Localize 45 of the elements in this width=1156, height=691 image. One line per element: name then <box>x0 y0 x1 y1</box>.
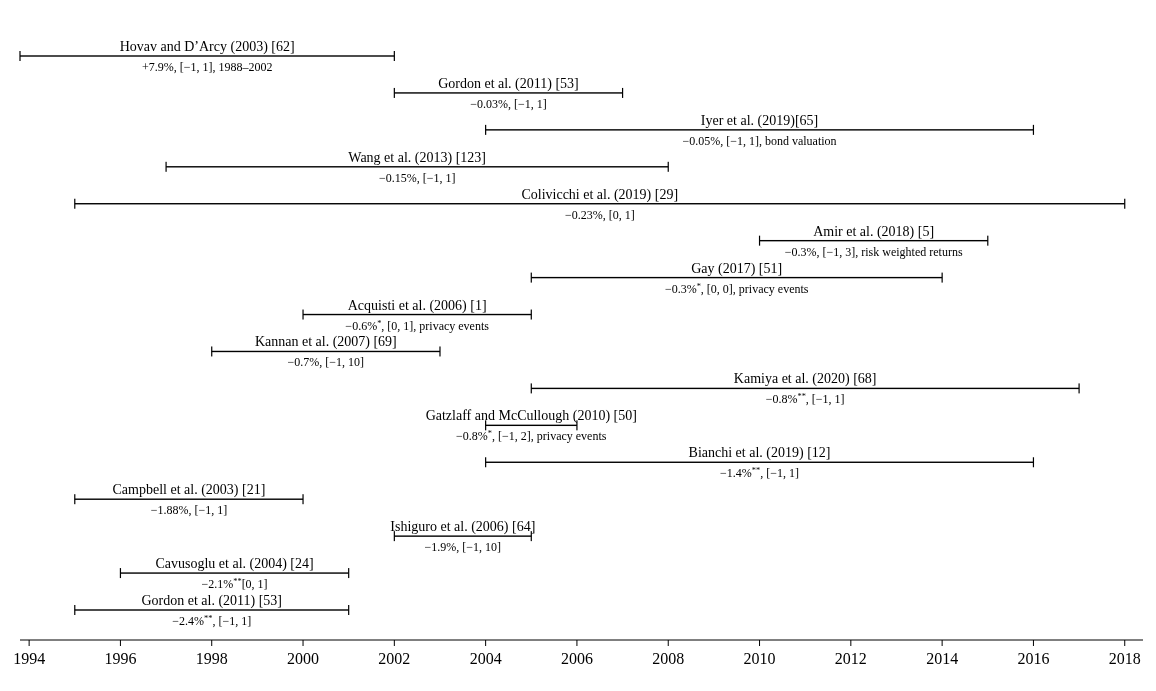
annotation: −2.1%$^{**}$[0, 1] <box>201 576 268 592</box>
x-tick-label: 2014 <box>926 650 959 667</box>
annotation: −0.8%$^{*}$, [−1, 2], privacy events <box>456 428 607 444</box>
y-tick-label: Colivicchi et al. (2019) [29] <box>521 186 679 203</box>
y-tick-label: Ishiguro et al. (2006) [64] <box>390 519 536 536</box>
y-tick-label: Cavusoglu et al. (2004) [24] <box>155 556 314 573</box>
annotation: −1.88%, [−1, 1] <box>150 503 228 518</box>
x-tick-label: 2008 <box>652 650 685 667</box>
y-tick-label: Wang et al. (2013) [123] <box>348 149 486 166</box>
y-tick-label: Hovav and D’Arcy (2003) [62] <box>119 39 295 55</box>
annotation: −0.15%, [−1, 1] <box>378 170 456 185</box>
x-tick-label: 2018 <box>1108 650 1141 667</box>
x-tick-label: 1996 <box>104 650 137 667</box>
y-tick-label: Gordon et al. (2011) [53] <box>141 593 283 609</box>
x-tick-label: 2002 <box>378 650 411 667</box>
annotation: −0.05%, [−1, 1], bond valuation <box>682 133 837 148</box>
y-tick-label: Gordon et al. (2011) [53] <box>438 75 579 92</box>
annotation: −0.8%$^{**}$, [−1, 1] <box>765 391 845 407</box>
y-tick-label: Gay (2017) [51] <box>691 260 783 277</box>
y-tick-label: Acquisti et al. (2006) [1] <box>347 297 487 314</box>
y-tick-label: Kamiya et al. (2020) [68] <box>733 371 877 388</box>
x-tick-label: 2010 <box>743 650 776 667</box>
y-tick-label: Gatzlaff and McCullough (2010) [50] <box>425 408 637 425</box>
x-tick-label: 2000 <box>287 650 320 667</box>
annotation: +7.9%, [−1, 1], 1988–2002 <box>141 60 273 74</box>
y-tick-label: Iyer et al. (2019)[65] <box>700 112 819 129</box>
annotation: −0.23%, [0, 1] <box>564 207 635 222</box>
y-tick-label: Kannan et al. (2007) [69] <box>254 334 397 351</box>
x-tick-label: 2012 <box>834 650 867 667</box>
x-tick-label: 1998 <box>195 650 228 667</box>
y-tick-label: Campbell et al. (2003) [21] <box>112 482 266 499</box>
annotation: −1.4%$^{**}$, [−1, 1] <box>720 465 799 481</box>
x-tick-label: 2004 <box>469 650 502 667</box>
x-tick-label: 1994 <box>13 650 46 667</box>
annotation: −0.03%, [−1, 1] <box>470 96 547 111</box>
annotation: −0.7%, [−1, 10] <box>287 355 365 370</box>
annotation: −0.3%$^{*}$, [0, 0], privacy events <box>664 281 809 296</box>
annotation: −0.6%$^{*}$, [0, 1], privacy events <box>345 318 490 333</box>
annotation: −1.9%, [−1, 10] <box>424 540 502 555</box>
x-tick-label: 2016 <box>1017 650 1050 667</box>
x-tick-label: 2006 <box>560 650 593 667</box>
annotation: −0.3%, [−1, 3], risk weighted returns <box>784 244 963 259</box>
annotation: −2.4%$^{**}$, [−1, 1] <box>172 613 252 628</box>
y-tick-label: Bianchi et al. (2019) [12] <box>688 445 831 462</box>
y-tick-label: Amir et al. (2018) [5] <box>813 223 935 240</box>
